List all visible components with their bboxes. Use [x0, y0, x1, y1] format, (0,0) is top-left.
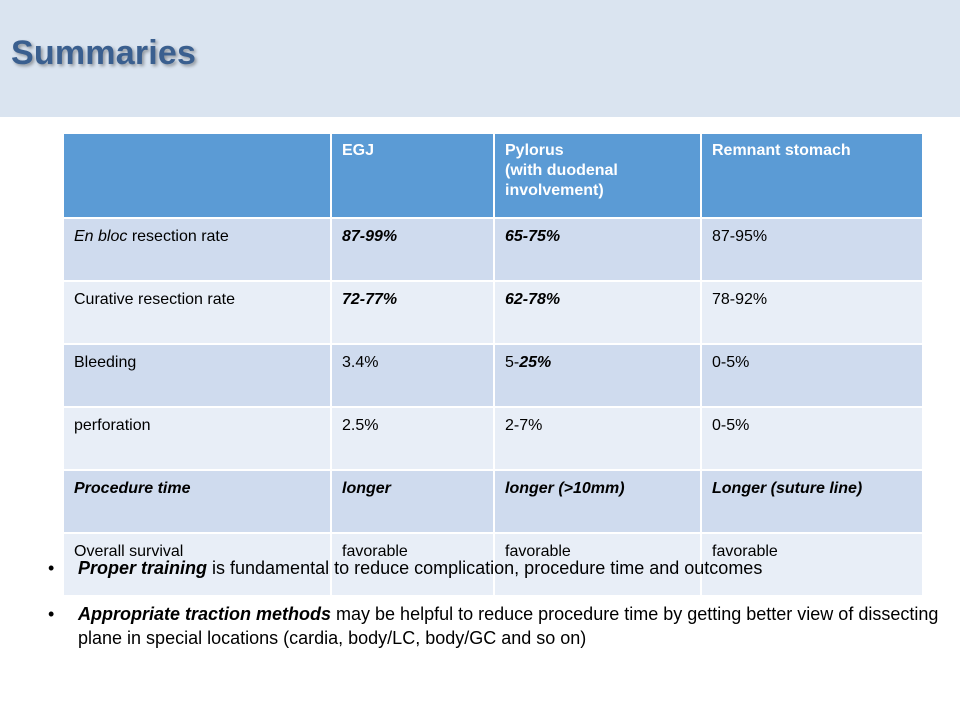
table-row: En bloc resection rate 87-99% 65-75% 87-… — [62, 217, 924, 282]
row-label: En bloc resection rate — [62, 217, 332, 282]
bullet-text: is fundamental to reduce complication, p… — [207, 558, 763, 578]
row-label-rest: resection rate — [127, 228, 229, 245]
row-label: Overall survival — [62, 532, 332, 597]
cell-value: 5- — [505, 354, 520, 371]
table-cell: favorable — [700, 532, 924, 597]
row-label: Procedure time — [62, 469, 332, 534]
cell-value-emphasis: 25% — [519, 354, 552, 371]
cell-value: longer (>10mm) — [505, 480, 625, 497]
table-cell: 78-92% — [700, 280, 924, 345]
cell-value: 87-99% — [342, 228, 398, 245]
bullet-emphasis: Appropriate traction methods — [78, 604, 332, 624]
table-cell: 0-5% — [700, 343, 924, 408]
table-cell: longer (>10mm) — [493, 469, 702, 534]
summary-table: EGJ Pylorus (with duodenal involvement) … — [62, 132, 924, 597]
cell-value: longer — [342, 480, 391, 497]
row-label-text: Procedure time — [74, 480, 191, 497]
bullet-emphasis: Proper training — [78, 558, 208, 578]
table-cell: favorable — [330, 532, 495, 597]
cell-value: 65-75% — [505, 228, 561, 245]
header-band — [0, 0, 960, 117]
table-cell: 87-99% — [330, 217, 495, 282]
table-cell: 2.5% — [330, 406, 495, 471]
table-row: Bleeding 3.4% 5-25% 0-5% — [62, 343, 924, 408]
table-header-row: EGJ Pylorus (with duodenal involvement) … — [62, 132, 924, 219]
table-row: Procedure time longer longer (>10mm) Lon… — [62, 469, 924, 534]
bullet-item: • Appropriate traction methods may be he… — [48, 602, 948, 650]
bullet-item: • Proper training is fundamental to redu… — [48, 556, 948, 580]
table-cell: 0-5% — [700, 406, 924, 471]
table-cell: 65-75% — [493, 217, 702, 282]
cell-value: 62-78% — [505, 291, 561, 308]
table-row: perforation 2.5% 2-7% 0-5% — [62, 406, 924, 471]
row-label-italic: En bloc — [74, 228, 128, 245]
bullet-marker: • — [48, 558, 55, 578]
row-label: Bleeding — [62, 343, 332, 408]
column-header-line: (with duodenal involvement) — [505, 162, 618, 199]
page-title: Summaries — [11, 34, 197, 72]
table-cell: longer — [330, 469, 495, 534]
table-cell: 87-95% — [700, 217, 924, 282]
table-cell: 62-78% — [493, 280, 702, 345]
row-label: perforation — [62, 406, 332, 471]
column-header-line: Pylorus — [505, 142, 564, 159]
table-header-cell: Remnant stomach — [700, 132, 924, 219]
table-row: Overall survival favorable favorable fav… — [62, 532, 924, 597]
table-cell: favorable — [493, 532, 702, 597]
cell-value: 72-77% — [342, 291, 398, 308]
table-cell: 3.4% — [330, 343, 495, 408]
table-cell: 5-25% — [493, 343, 702, 408]
table-header-cell: EGJ — [330, 132, 495, 219]
table-row: Curative resection rate 72-77% 62-78% 78… — [62, 280, 924, 345]
table-header-cell — [62, 132, 332, 219]
row-label: Curative resection rate — [62, 280, 332, 345]
bullet-list: • Proper training is fundamental to redu… — [48, 556, 948, 672]
table-cell: Longer (suture line) — [700, 469, 924, 534]
table-cell: 2-7% — [493, 406, 702, 471]
bullet-text: may be helpful to reduce procedure time … — [78, 604, 939, 648]
bullet-marker: • — [48, 604, 55, 624]
table-header-cell: Pylorus (with duodenal involvement) — [493, 132, 702, 219]
cell-value: Longer (suture line) — [712, 480, 863, 497]
table-cell: 72-77% — [330, 280, 495, 345]
